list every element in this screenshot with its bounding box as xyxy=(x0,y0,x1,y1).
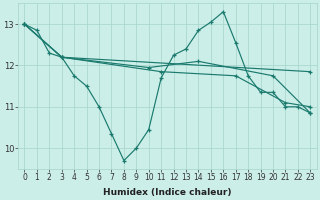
X-axis label: Humidex (Indice chaleur): Humidex (Indice chaleur) xyxy=(103,188,232,197)
